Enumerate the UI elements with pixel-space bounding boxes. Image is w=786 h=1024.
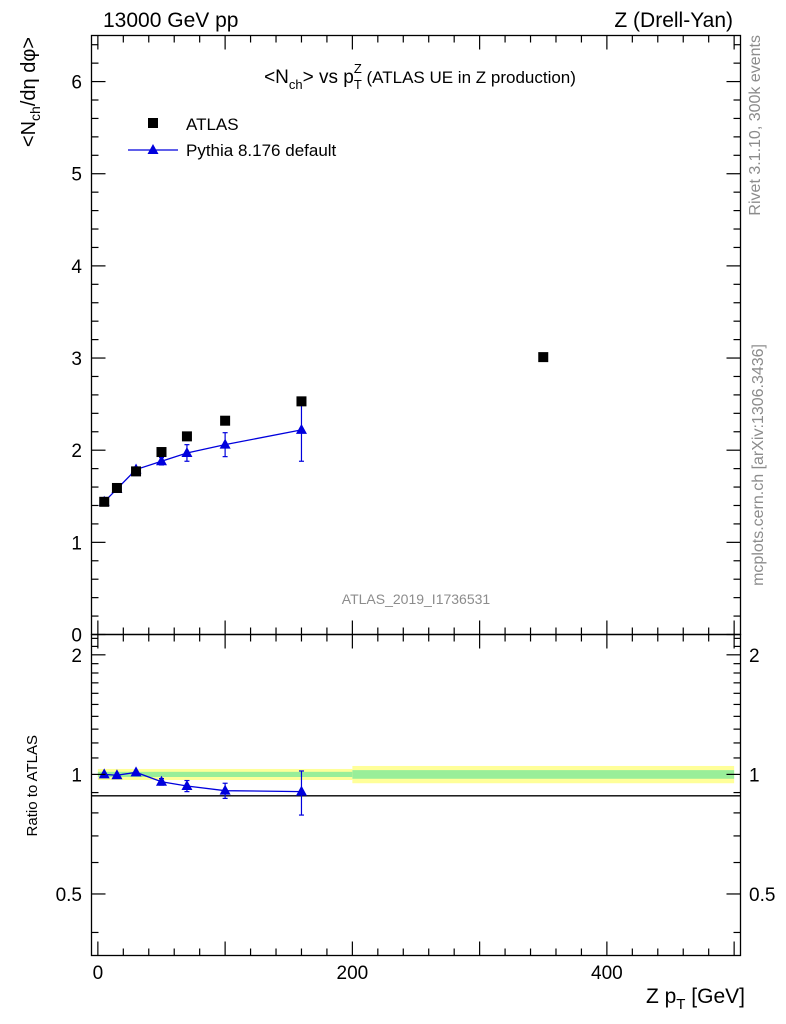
ratio-point	[219, 784, 231, 795]
ratio-y-axis: 0.5 0.5 1 1 2 2	[56, 637, 775, 934]
y-tick-label: 3	[71, 349, 82, 370]
ratio-point	[111, 769, 123, 780]
ratio-plot: 0.5 0.5 1 1 2 2 0 200 400 Ratio to ATLAS Z pT […	[24, 633, 775, 1013]
atlas-point	[131, 466, 142, 477]
main-series	[98, 352, 549, 507]
atlas-point	[156, 447, 167, 458]
watermark: ATLAS_2019_I1736531	[342, 591, 491, 607]
ratio-y-tick-label-right: 2	[749, 646, 760, 667]
y-tick-label: 4	[71, 257, 82, 278]
x-axis: 0 200 400	[93, 634, 735, 984]
atlas-point	[538, 352, 549, 363]
ratio-bands	[97, 765, 735, 784]
legend-mc-label: Pythia 8.176 default	[186, 141, 337, 160]
mc-point	[219, 438, 231, 449]
header-left: 13000 GeV pp	[103, 9, 238, 32]
mcplots-label: mcplots.cern.ch [arXiv:1306.3436]	[750, 344, 767, 586]
legend-mc-marker	[147, 144, 159, 154]
ratio-band-inner	[352, 770, 735, 779]
y-tick-label: 2	[71, 441, 82, 462]
y-tick-label: 5	[71, 165, 82, 186]
ratio-point	[155, 775, 167, 786]
atlas-point	[111, 482, 122, 493]
y-tick-label: 6	[71, 73, 82, 94]
x-axis-label: Z pT [GeV]	[646, 985, 745, 1013]
mc-point	[155, 455, 167, 466]
ratio-point	[130, 766, 142, 777]
ratio-plot-frame	[90, 633, 742, 957]
main-plot: <Nch> vs pTZ (ATLAS UE in Z production) …	[18, 34, 742, 647]
main-y-axis: 0 1 2 3 4 5 6	[71, 35, 741, 647]
main-y-axis-label: <Nch/dη dφ>	[18, 37, 43, 147]
x-tick-label: 200	[337, 963, 369, 984]
ratio-y-axis-label: Ratio to ATLAS	[24, 735, 41, 836]
mc-point	[295, 423, 307, 434]
atlas-point	[99, 496, 110, 507]
ratio-series	[98, 766, 307, 816]
atlas-point	[220, 415, 231, 426]
ratio-y-tick-label-left: 2	[71, 646, 82, 667]
ratio-point	[295, 785, 307, 796]
y-tick-label: 0	[71, 626, 82, 647]
legend-atlas-marker	[148, 118, 158, 128]
x-tick-label: 0	[93, 963, 104, 984]
ratio-y-tick-label-right: 1	[749, 765, 760, 786]
ratio-y-tick-label-right: 0.5	[749, 885, 775, 906]
ratio-y-tick-label-left: 1	[71, 765, 82, 786]
atlas-point	[181, 431, 192, 442]
ratio-y-tick-label-left: 0.5	[56, 885, 82, 906]
legend-atlas-label: ATLAS	[186, 115, 239, 134]
y-tick-label: 1	[71, 533, 82, 554]
legend: ATLAS Pythia 8.176 default	[128, 115, 337, 160]
ratio-point	[98, 768, 110, 779]
atlas-point	[296, 396, 307, 407]
ratio-point	[181, 779, 193, 790]
x-tick-label: 400	[591, 963, 623, 984]
ratio-band-inner	[97, 771, 353, 778]
main-title: <Nch> vs pTZ (ATLAS UE in Z production)	[264, 61, 576, 92]
mc-point	[181, 446, 193, 457]
header-right: Z (Drell-Yan)	[614, 9, 733, 32]
rivet-label: Rivet 3.1.10, 300k events	[747, 35, 764, 216]
mc-line	[103, 429, 302, 503]
